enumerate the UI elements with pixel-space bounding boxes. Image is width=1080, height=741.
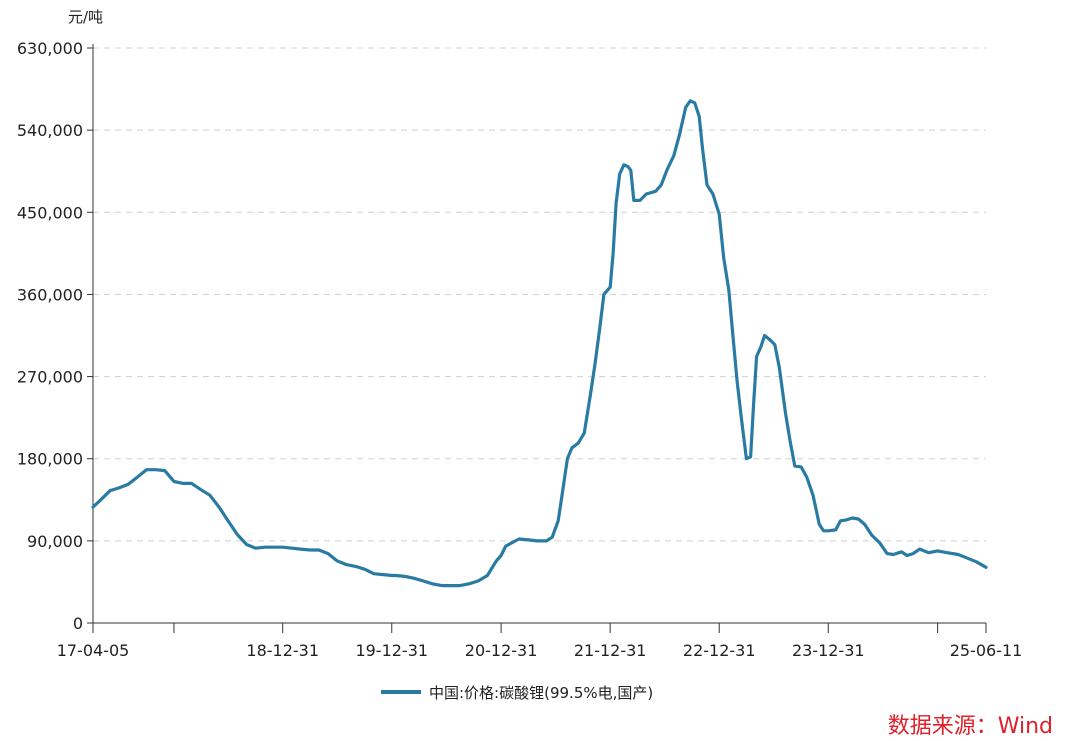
y-tick-label: 540,000 [17,121,83,140]
source-note: 数据来源：Wind [887,714,1053,739]
axes [92,44,986,624]
legend: 中国:价格:碳酸锂(99.5%电,国产) [381,684,653,702]
y-tick-label: 180,000 [17,450,83,469]
y-tick-label: 450,000 [17,203,83,222]
y-axis-ticks: 0 90,000 180,000 270,000 360,000 450,000 540,0… [17,39,93,633]
x-tick-label: 17-04-05 [57,641,130,660]
y-tick-label: 90,000 [27,532,83,551]
x-tick-label: 20-12-31 [465,641,538,660]
x-tick-label: 23-12-31 [792,641,865,660]
grid-lines [93,47,986,542]
y-axis-unit: 元/吨 [68,8,103,26]
x-tick-label: 25-06-11 [950,641,1023,660]
y-tick-label: 630,000 [17,39,83,58]
x-tick-label: 21-12-31 [574,641,647,660]
series-layer [91,99,988,588]
series-line [91,99,988,588]
legend-label: 中国:价格:碳酸锂(99.5%电,国产) [429,684,653,702]
x-tick-label: 18-12-31 [246,641,319,660]
y-tick-label: 360,000 [17,285,83,304]
x-tick-label: 19-12-31 [355,641,428,660]
x-tick-label: 22-12-31 [683,641,756,660]
y-tick-label: 0 [73,614,83,633]
x-axis-ticks: 17-04-05 18-12-31 19-12-31 20-12-31 21-12-31… [57,623,1023,660]
y-tick-label: 270,000 [17,368,83,387]
